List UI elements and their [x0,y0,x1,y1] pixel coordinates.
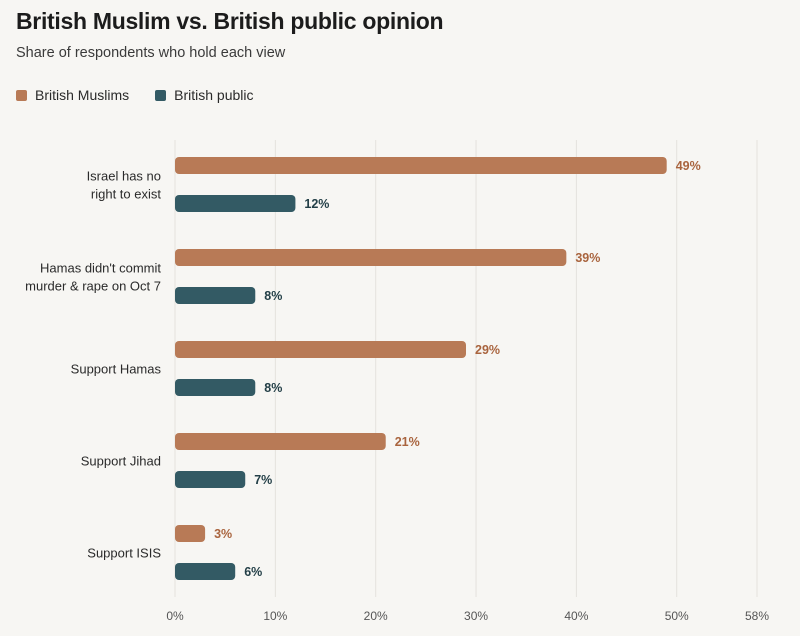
bar-british-muslims [175,525,206,542]
x-tick-label: 0% [166,609,184,623]
data-label-british-muslims: 39% [575,251,600,265]
category-label: Support Jihad [81,454,161,469]
legend-swatch-british-muslims [16,89,27,101]
legend-label-british-public: British public [174,87,254,103]
bar-british-public [175,287,256,304]
x-tick-label: 50% [665,609,689,623]
data-label-british-public: 6% [244,565,262,579]
x-tick-label: 58% [745,609,769,623]
legend-item-british-muslims: British Muslims [16,87,129,103]
bar-british-muslims [175,249,567,266]
legend: British Muslims British public [16,87,280,103]
bar-british-public [175,379,256,396]
data-label-british-muslims: 29% [475,343,500,357]
chart-subtitle: Share of respondents who hold each view [16,45,286,61]
data-label-british-muslims: 49% [676,159,701,173]
category-label: Support ISIS [87,546,161,561]
data-label-british-public: 8% [264,381,282,395]
data-label-british-muslims: 3% [214,527,232,541]
x-tick-label: 30% [464,609,488,623]
legend-label-british-muslims: British Muslims [35,87,130,103]
category-label: murder & rape on Oct 7 [25,279,161,294]
bar-british-muslims [175,433,386,450]
bar-british-public [175,195,296,212]
x-tick-label: 20% [364,609,388,623]
data-label-british-public: 8% [264,289,282,303]
bar-british-muslims [175,341,466,358]
chart-title: British Muslim vs. British public opinio… [16,8,444,34]
bar-british-muslims [175,157,667,174]
data-label-british-public: 12% [304,197,329,211]
data-label-british-muslims: 21% [395,435,420,449]
category-label: right to exist [91,187,161,202]
data-label-british-public: 7% [254,473,272,487]
legend-swatch-british-public [155,89,167,101]
category-label: Israel has no [87,169,161,184]
x-tick-label: 10% [263,609,287,623]
bar-british-public [175,471,246,488]
category-label: Support Hamas [71,362,162,377]
category-label: Hamas didn't commit [40,261,161,276]
x-tick-label: 40% [564,609,588,623]
legend-item-british-public: British public [155,87,254,103]
bar-british-public [175,563,236,580]
